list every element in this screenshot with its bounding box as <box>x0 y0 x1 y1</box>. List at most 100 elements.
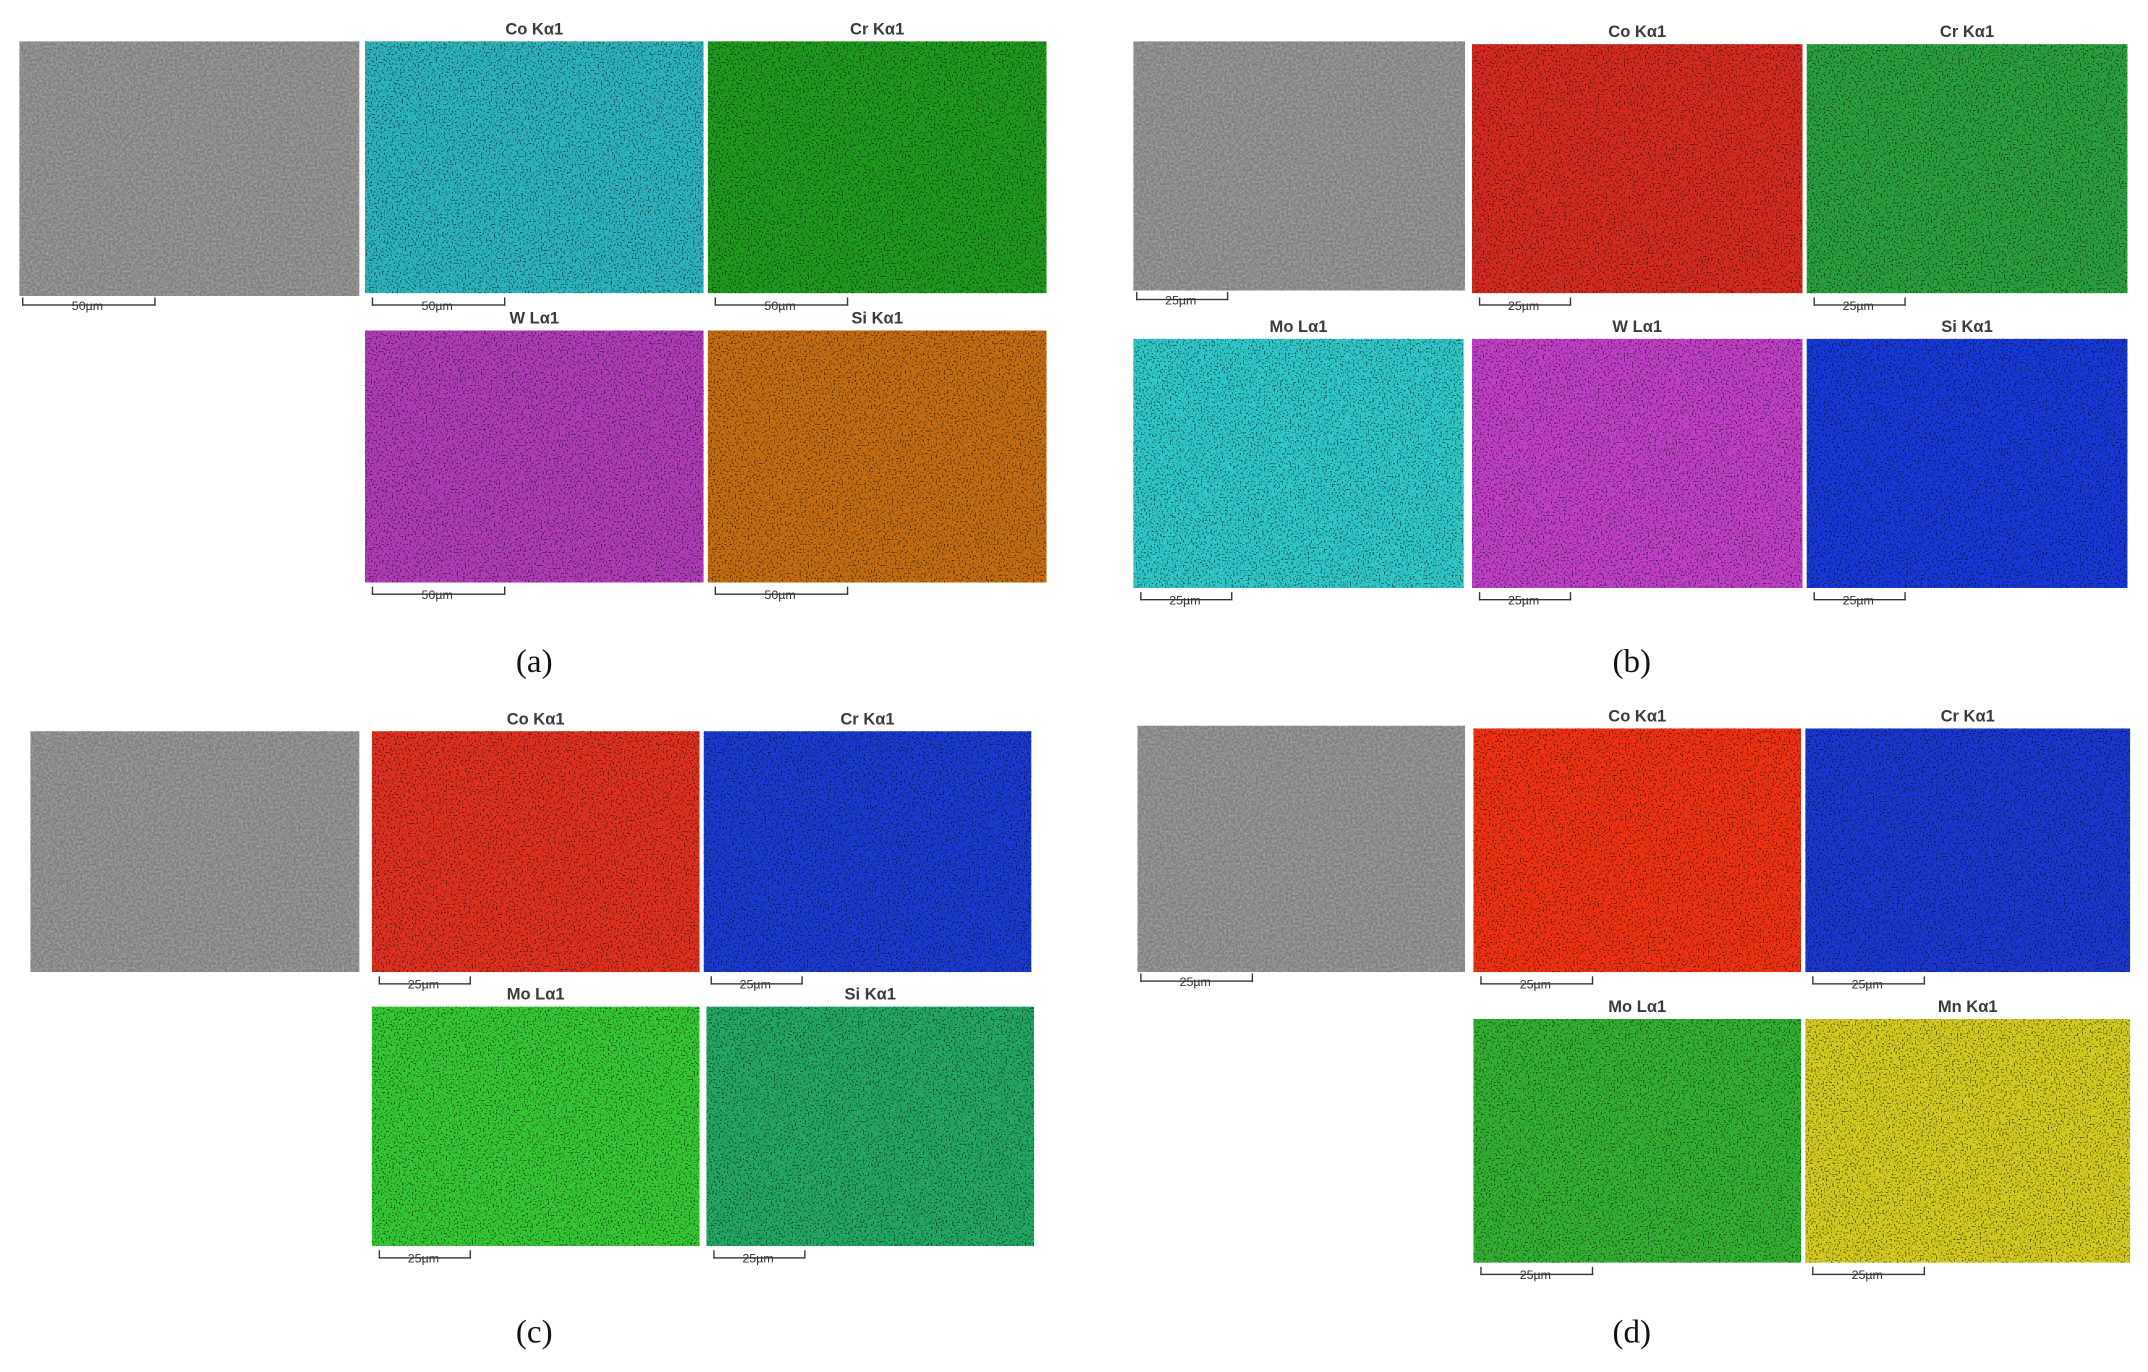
scale-bar <box>1478 592 1572 601</box>
scale-bar <box>1478 297 1572 306</box>
scale-bar <box>1140 973 1254 982</box>
scale-label: 25µm <box>1842 298 1874 313</box>
scale-bar <box>371 586 506 595</box>
element-map <box>371 1006 700 1247</box>
scale-label: 25µm <box>1165 293 1197 308</box>
scale-bar <box>371 297 506 306</box>
scale-bar <box>1140 592 1233 601</box>
element-map <box>1806 338 2128 588</box>
map-title: Co Kα1 <box>505 19 564 39</box>
scale-bar <box>1136 291 1229 301</box>
element-map <box>364 41 704 294</box>
panel-caption: (a) <box>515 644 553 681</box>
scale-label: 25µm <box>407 977 440 992</box>
scale-label: 25µm <box>1179 974 1211 989</box>
scale-label: 25µm <box>1508 593 1540 608</box>
scale-label: 25µm <box>1519 1268 1551 1282</box>
scale-label: 25µm <box>1519 977 1551 992</box>
element-map-image <box>1806 338 2128 588</box>
scale-bar <box>1813 297 1906 306</box>
map-title: Co Kα1 <box>1608 706 1667 726</box>
map-title: Mo Lα1 <box>1269 316 1328 336</box>
map-title: W Lα1 <box>509 308 560 328</box>
panel-caption: (d) <box>1612 1315 1652 1351</box>
map-title: Co Kα1 <box>1608 22 1667 42</box>
element-map <box>707 330 1047 583</box>
scale-bar <box>378 1250 471 1259</box>
element-map <box>371 731 700 973</box>
element-map-image <box>364 330 704 583</box>
element-map-image <box>1805 1018 2131 1263</box>
scale-label: 25µm <box>1169 593 1201 608</box>
element-map-image <box>707 330 1047 583</box>
map-title: Cr Kα1 <box>1940 706 1995 726</box>
scale-label: 50µm <box>71 298 104 313</box>
element-map <box>364 330 704 583</box>
element-map <box>1473 1018 1802 1263</box>
element-map-image <box>371 1006 700 1247</box>
sem-image-image <box>1137 725 1466 973</box>
scale-bar <box>710 976 803 985</box>
scale-label: 25µm <box>739 977 771 992</box>
sem-image <box>19 41 360 297</box>
element-map <box>703 731 1032 973</box>
element-map-image <box>703 731 1032 973</box>
scale-label: 50µm <box>764 298 796 313</box>
element-map <box>1805 1018 2131 1263</box>
map-title: Si Kα1 <box>851 308 903 328</box>
element-map-image <box>1805 728 2131 973</box>
scale-bar <box>1480 1266 1594 1276</box>
element-map-image <box>1806 44 2128 294</box>
map-title: Co Kα1 <box>506 709 565 729</box>
element-map <box>1473 728 1802 973</box>
map-title: Mn Kα1 <box>1937 996 1998 1017</box>
map-title: Cr Kα1 <box>840 709 895 729</box>
scale-bar <box>1812 1266 1926 1276</box>
scale-label: 25µm <box>1851 977 1883 992</box>
scale-bar <box>1812 976 1926 985</box>
map-title: Si Kα1 <box>1941 316 1993 336</box>
scale-bar <box>714 586 849 595</box>
map-title: Cr Kα1 <box>1939 22 1995 42</box>
element-map-image <box>1472 338 1803 588</box>
scale-label: 25µm <box>1851 1268 1883 1282</box>
element-map-image <box>371 731 700 973</box>
map-title: Mo Lα1 <box>1608 996 1667 1017</box>
sem-image-image <box>1133 41 1466 291</box>
element-map <box>1472 44 1803 294</box>
scale-label: 25µm <box>1508 298 1540 313</box>
element-map <box>1133 338 1464 588</box>
scale-label: 25µm <box>742 1251 774 1266</box>
element-map-image <box>1133 338 1464 588</box>
element-map-image <box>1472 44 1803 294</box>
panel-caption: (b) <box>1612 644 1652 681</box>
scale-bar <box>714 297 849 306</box>
element-map-image <box>1473 728 1802 973</box>
element-map-image <box>364 41 704 294</box>
element-map <box>1806 44 2128 294</box>
scale-label: 25µm <box>1842 593 1874 608</box>
element-map <box>707 41 1047 294</box>
scale-label: 50µm <box>421 298 453 313</box>
scale-bar <box>1480 976 1594 985</box>
map-title: Si Kα1 <box>844 984 896 1004</box>
scale-bar <box>378 976 471 985</box>
sem-image-image <box>19 41 360 297</box>
scale-bar <box>1813 592 1906 601</box>
sem-image-image <box>30 731 360 973</box>
map-title: Mo Lα1 <box>506 984 565 1004</box>
map-title: Cr Kα1 <box>850 19 905 39</box>
element-map-image <box>706 1006 1035 1247</box>
element-map-image <box>1473 1018 1802 1263</box>
scale-bar <box>22 297 156 306</box>
scale-label: 50µm <box>421 587 453 602</box>
sem-image <box>30 731 360 973</box>
scale-label: 25µm <box>407 1251 440 1266</box>
sem-image <box>1133 41 1466 291</box>
scale-label: 50µm <box>764 587 796 602</box>
element-map <box>1805 728 2131 973</box>
element-map-image <box>707 41 1047 294</box>
element-map <box>706 1006 1035 1247</box>
map-title: W Lα1 <box>1612 316 1663 336</box>
